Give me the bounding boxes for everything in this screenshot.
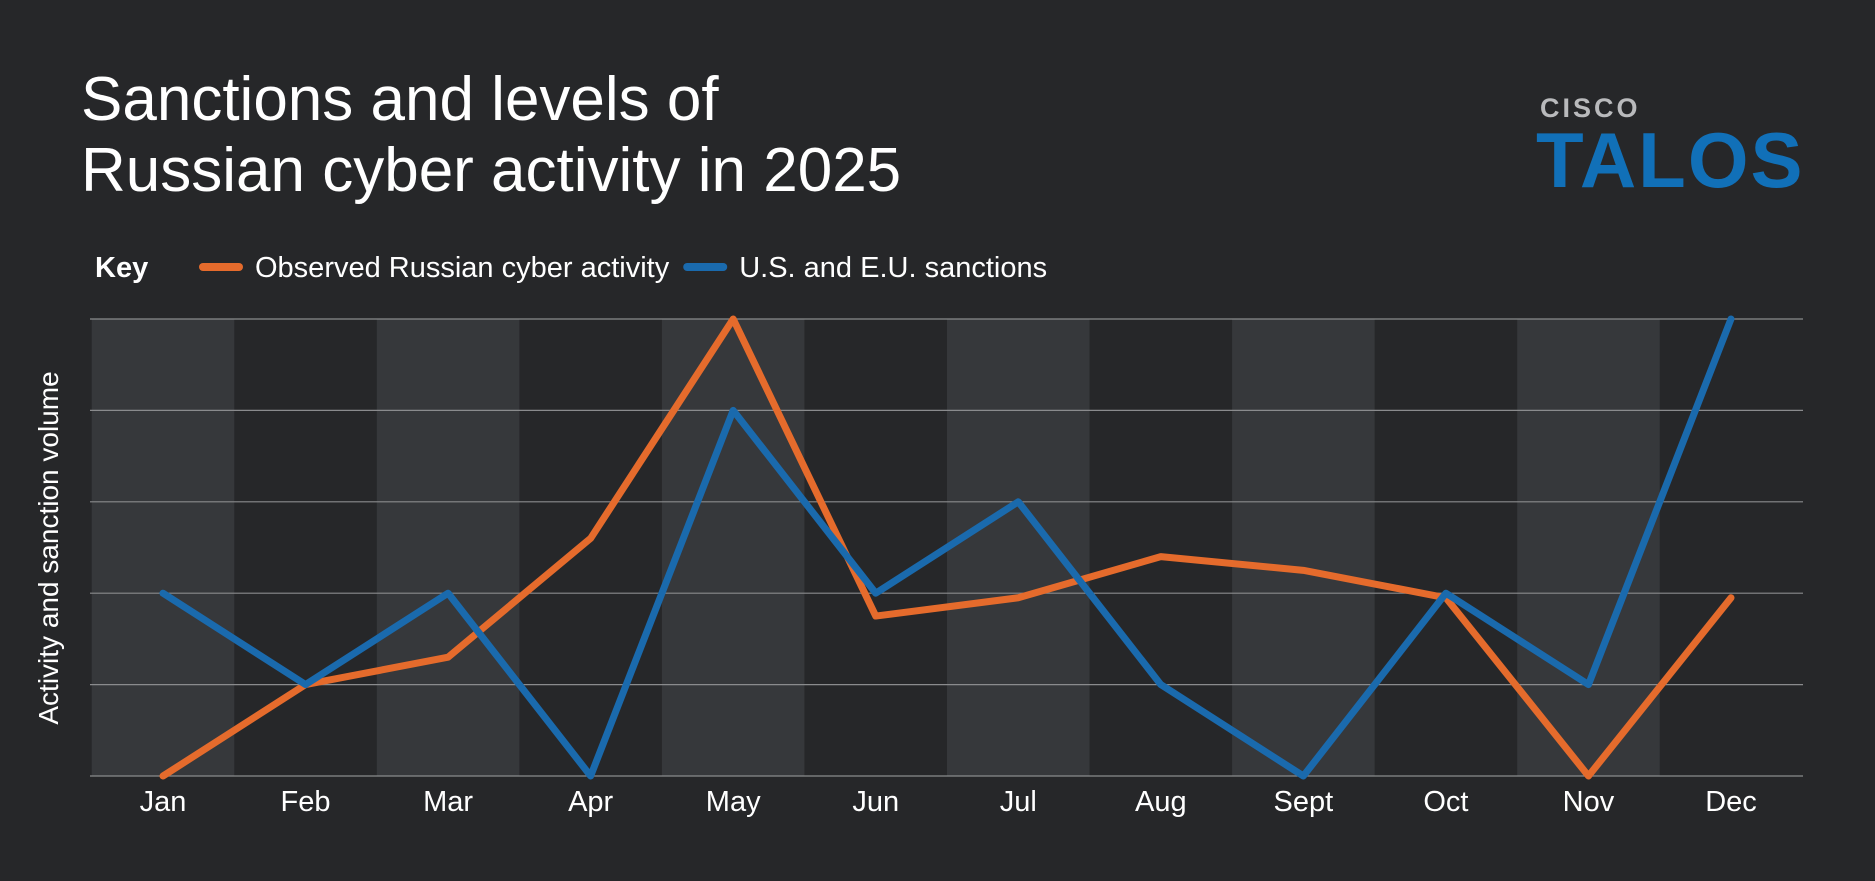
column-band [376,319,520,776]
x-tick-label: Apr [568,786,613,818]
x-tick-label: Jan [140,786,187,818]
x-tick-label: Mar [423,786,473,818]
x-tick-label: Oct [1423,786,1468,818]
x-tick-label: Aug [1135,786,1187,818]
y-axis-label: Activity and sanction volume [33,371,64,724]
column-band [1232,319,1375,776]
chart-title: Sanctions and levels of [81,65,719,134]
series-line [159,315,1735,780]
x-tick-label: Feb [281,786,331,818]
legend-title: Key [95,252,148,284]
column-band [91,319,235,776]
legend-label: U.S. and E.U. sanctions [739,252,1047,284]
series-line [159,315,1735,780]
column-band [947,319,1090,776]
logo-brand: CISCO [1540,93,1641,123]
x-tick-label: Jun [852,786,899,818]
chart-title: Russian cyber activity in 2025 [81,136,901,205]
column-band [1517,319,1660,776]
x-tick-label: Sept [1274,786,1334,818]
logo-product: TALOS [1536,116,1805,204]
legend-label: Observed Russian cyber activity [255,252,670,284]
x-tick-label: Jul [1000,786,1037,818]
x-tick-label: May [706,786,761,818]
x-tick-label: Nov [1563,786,1615,818]
x-tick-label: Dec [1705,786,1757,818]
